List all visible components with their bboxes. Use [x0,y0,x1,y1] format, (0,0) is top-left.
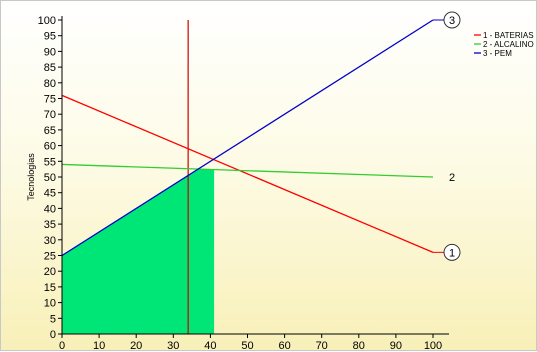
y-tick-label: 55 [44,156,56,168]
x-tick-label: 20 [130,340,142,352]
y-tick-label: 50 [44,172,56,184]
y-tick-label: 90 [44,46,56,58]
series-end-label-1: 1 [449,247,455,259]
y-tick-label: 70 [44,109,56,121]
series-line-1 [61,94,434,253]
series-end-label-3: 3 [449,15,455,27]
y-tick-label: 95 [44,31,56,43]
shaded-region [62,169,215,334]
series-end-label-2: 2 [449,172,455,184]
x-tick-label: 60 [278,340,290,352]
y-tick-label: 35 [44,219,56,231]
y-tick-label: 45 [44,188,56,200]
x-tick-label: 80 [353,340,365,352]
y-tick-label: 5 [50,313,56,325]
y-tick-label: 10 [44,298,56,310]
y-tick-label: 65 [44,125,56,137]
y-tick-label: 60 [44,141,56,153]
legend-entry-3: 3 - PEM [483,49,512,58]
y-axis-title: Tecnologias [26,153,36,201]
x-tick-label: 100 [424,340,442,352]
y-tick-label: 15 [44,282,56,294]
series-end-marker-1 [443,243,461,261]
y-tick-label: 40 [44,203,56,215]
x-tick-label: 50 [241,340,253,352]
x-tick-label: 40 [204,340,216,352]
y-tick-label: 25 [44,251,56,263]
y-tick-label: 0 [50,329,56,341]
legend-entry-1: 1 - BATERIAS [483,31,534,40]
y-tick-label: 30 [44,235,56,247]
x-tick-label: 0 [59,340,65,352]
series-end-marker-3 [443,11,461,29]
series-line-2 [61,163,434,178]
x-tick-label: 70 [316,340,328,352]
legend-entry-2: 2 - ALCALINO [483,40,534,49]
y-tick-label: 85 [44,62,56,74]
x-tick-label: 90 [390,340,402,352]
series-line-3 [61,19,434,257]
y-tick-label: 20 [44,266,56,278]
x-tick-label: 30 [167,340,179,352]
x-tick-label: 10 [93,340,105,352]
y-tick-label: 100 [38,15,56,27]
y-tick-label: 75 [44,94,56,106]
y-tick-label: 80 [44,78,56,90]
